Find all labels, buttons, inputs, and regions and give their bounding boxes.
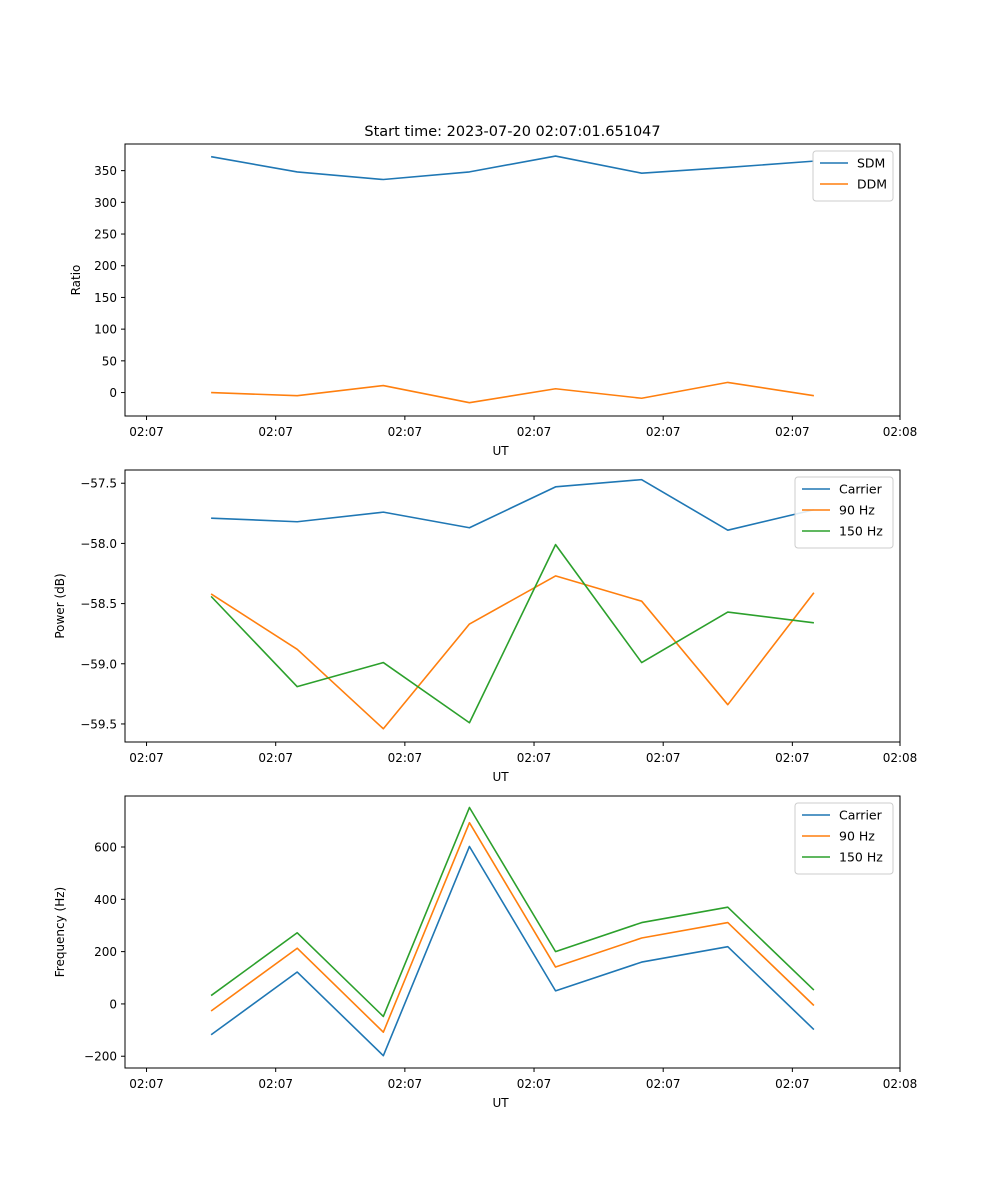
x-axis-label: UT [492, 444, 509, 458]
x-tick-label: 02:07 [388, 425, 423, 439]
series-lines [210, 155, 815, 404]
x-tick-label: 02:07 [258, 425, 293, 439]
legend: SDM DDM [812, 150, 894, 202]
series-line-ddm [211, 381, 815, 404]
y-axis-label: Frequency (Hz) [53, 887, 67, 978]
y-tick-label: −58.0 [80, 537, 117, 551]
series-line-90-hz [210, 821, 815, 1033]
x-tick-label: 02:07 [517, 425, 552, 439]
axes-frame [124, 469, 901, 743]
legend-label: 90 Hz [839, 829, 875, 844]
y-tick-label: 600 [94, 841, 117, 855]
y-axis: −57.5 −58.0 −58.5 −59.0 −59.5 [80, 477, 125, 731]
y-tick-label: 350 [94, 164, 117, 178]
legend-label: 150 Hz [839, 850, 883, 865]
y-tick-label: 50 [102, 354, 117, 368]
y-tick-label: 300 [94, 196, 117, 210]
legend: Carrier 90 Hz 150 Hz [794, 476, 894, 549]
chart-title: Start time: 2023-07-20 02:07:01.651047 [364, 124, 660, 140]
x-tick-label: 02:07 [646, 1077, 681, 1091]
legend: Carrier 90 Hz 150 Hz [794, 802, 894, 875]
series-line-150-hz [210, 543, 814, 724]
y-tick-label: 400 [94, 893, 117, 907]
legend-label: SDM [857, 156, 885, 171]
x-tick-label: 02:07 [129, 1077, 164, 1091]
x-tick-label: 02:07 [775, 425, 810, 439]
series-lines [210, 806, 815, 1057]
subplots: Start time: 2023-07-20 02:07:01.65104702… [53, 124, 917, 1110]
x-tick-label: 02:07 [646, 751, 681, 765]
x-tick-label: 02:07 [517, 751, 552, 765]
x-tick-label: 02:07 [258, 751, 293, 765]
y-tick-label: 250 [94, 228, 117, 242]
legend-label: Carrier [839, 808, 883, 823]
x-tick-label: 02:07 [129, 425, 164, 439]
x-tick-label: 02:08 [883, 751, 918, 765]
y-tick-label: 100 [94, 323, 117, 337]
y-tick-label: 0 [109, 386, 117, 400]
x-axis: 02:07 02:07 02:07 02:07 02:07 02:07 02:08 [129, 416, 917, 439]
series-line-sdm [210, 155, 814, 181]
series-line-carrier [211, 478, 815, 531]
x-tick-label: 02:07 [129, 751, 164, 765]
axes-frame [124, 143, 901, 417]
x-axis-label: UT [492, 1096, 509, 1110]
y-axis-label: Ratio [69, 265, 83, 296]
subplot-3: 02:07 02:07 02:07 02:07 02:07 02:07 02:08 UT −20… [53, 795, 917, 1110]
subplot-2: 02:07 02:07 02:07 02:07 02:07 02:07 02:08 UT −57… [53, 469, 917, 784]
series-lines [210, 478, 815, 730]
series-line-carrier [210, 845, 815, 1057]
x-axis: 02:07 02:07 02:07 02:07 02:07 02:07 02:08 [129, 1068, 917, 1091]
y-tick-label: −59.5 [80, 717, 117, 731]
axes-frame [124, 795, 901, 1069]
subplot-1: Start time: 2023-07-20 02:07:01.65104702… [69, 124, 917, 458]
x-tick-label: 02:07 [517, 1077, 552, 1091]
y-axis: 0 50 100 150 200 250 300 350 [94, 164, 125, 400]
x-tick-label: 02:07 [388, 751, 423, 765]
legend-label: 90 Hz [839, 503, 875, 518]
y-tick-label: −57.5 [80, 477, 117, 491]
x-tick-label: 02:07 [388, 1077, 423, 1091]
series-line-150-hz [210, 806, 815, 1018]
y-tick-label: −200 [84, 1050, 117, 1064]
y-tick-label: 200 [94, 259, 117, 273]
y-axis: −200 0 200 400 600 [84, 841, 125, 1064]
x-tick-label: 02:08 [883, 1077, 918, 1091]
y-tick-label: −58.5 [80, 597, 117, 611]
legend-label: 150 Hz [839, 524, 883, 539]
x-axis: 02:07 02:07 02:07 02:07 02:07 02:07 02:08 [129, 742, 917, 765]
x-tick-label: 02:08 [883, 425, 918, 439]
y-tick-label: 200 [94, 945, 117, 959]
legend-label: DDM [857, 177, 887, 192]
y-axis-label: Power (dB) [53, 573, 67, 638]
y-tick-label: 0 [109, 997, 117, 1011]
y-tick-label: −59.0 [80, 657, 117, 671]
x-tick-label: 02:07 [646, 425, 681, 439]
x-tick-label: 02:07 [775, 751, 810, 765]
x-tick-label: 02:07 [775, 1077, 810, 1091]
legend-label: Carrier [839, 482, 883, 497]
x-axis-label: UT [492, 770, 509, 784]
series-line-90-hz [210, 575, 815, 730]
x-tick-label: 02:07 [258, 1077, 293, 1091]
y-tick-label: 150 [94, 291, 117, 305]
